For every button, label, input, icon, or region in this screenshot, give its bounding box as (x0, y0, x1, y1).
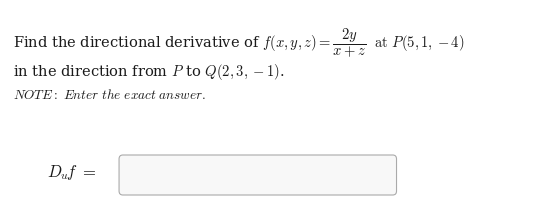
Text: Find the directional derivative of $f(x, y, z) = \dfrac{2y}{x + z}\ \ \mathrm{at: Find the directional derivative of $f(x,… (13, 27, 465, 60)
Text: in the direction from $P$ to $Q(2, 3, -1)$.: in the direction from $P$ to $Q(2, 3, -1… (13, 62, 284, 82)
Text: $D_u\!f\ =$: $D_u\!f\ =$ (47, 163, 96, 181)
FancyBboxPatch shape (119, 155, 396, 195)
Text: $\mathit{NOTE}\mathrm{:}\ \mathit{Enter\ the\ exact\ answer.}$: $\mathit{NOTE}\mathrm{:}\ \mathit{Enter\… (13, 88, 206, 102)
